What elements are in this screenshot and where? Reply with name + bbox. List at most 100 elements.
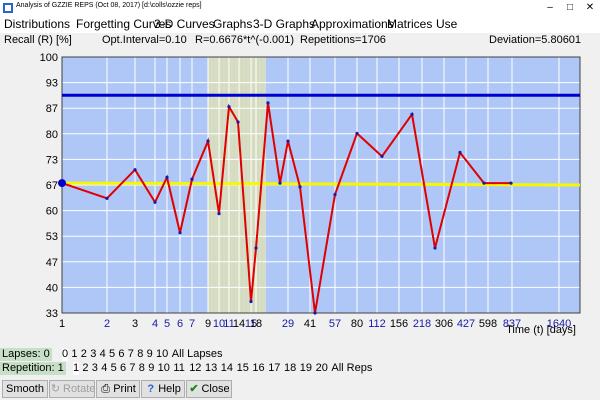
data-point — [227, 105, 231, 109]
repetition-option[interactable]: 18 — [284, 362, 297, 374]
data-point — [217, 212, 221, 216]
data-point — [333, 192, 337, 197]
rotate-button[interactable]: ↻ Rotate — [49, 380, 95, 398]
data-point — [206, 139, 210, 143]
window-title: Analysis of GZZIE REPS (Oct 08, 2017) [d… — [16, 2, 202, 9]
lapses-option[interactable]: 2 — [80, 348, 87, 360]
x-tick-label: 6 — [177, 318, 183, 330]
repetition-option[interactable]: 5 — [110, 362, 117, 374]
repetition-option[interactable]: 13 — [205, 362, 218, 374]
lapses-option[interactable]: 1 — [71, 348, 78, 360]
data-point — [286, 139, 290, 143]
x-tick-label: 156 — [390, 318, 408, 330]
x-tick-label: 1 — [59, 318, 65, 330]
y-tick-label: 60 — [46, 206, 58, 218]
lapses-option[interactable]: All Lapses — [171, 348, 223, 360]
x-tick-label: 837 — [503, 318, 521, 330]
data-point — [266, 101, 270, 105]
y-tick-label: 33 — [46, 308, 58, 320]
data-point — [254, 246, 258, 250]
x-tick-label: 598 — [479, 318, 497, 330]
data-point — [458, 150, 462, 155]
lapses-option[interactable]: 6 — [118, 348, 125, 360]
menu-graphs[interactable]: Graphs — [213, 17, 253, 31]
data-point — [133, 168, 137, 172]
x-tick-label: 11 — [223, 318, 234, 330]
menu-3d-curves[interactable]: 3-D Curves — [154, 17, 215, 31]
data-point — [249, 299, 253, 304]
data-point — [298, 185, 302, 189]
repetition-option[interactable]: 8 — [138, 362, 145, 374]
help-button[interactable]: ? Help — [141, 380, 185, 398]
repetition-option[interactable]: 15 — [236, 362, 249, 374]
data-point — [355, 131, 359, 136]
maximize-button[interactable]: □ — [566, 2, 574, 13]
repetition-label: Repetition: 1 — [0, 362, 66, 375]
menu-approximations[interactable]: Approximations — [311, 17, 394, 31]
data-point — [105, 196, 109, 200]
lapses-option[interactable]: 8 — [137, 348, 144, 360]
data-point — [509, 181, 513, 185]
repetition-option[interactable]: 11 — [173, 362, 185, 374]
repetition-option[interactable]: 17 — [268, 362, 281, 374]
y-tick-label: 40 — [46, 282, 58, 294]
x-tick-label: 18 — [250, 318, 262, 330]
x-tick-label: 4 — [152, 318, 158, 330]
menu-distributions[interactable]: Distributions — [4, 17, 71, 31]
y-tick-label: 87 — [46, 103, 58, 115]
lapses-option[interactable]: 3 — [90, 348, 97, 360]
recall-axis-label: Recall (R) [%] — [4, 34, 72, 46]
x-tick-label: 306 — [435, 318, 453, 330]
repetition-option[interactable]: 16 — [252, 362, 265, 374]
repetition-option[interactable]: 19 — [299, 362, 313, 374]
repetition-option[interactable]: 2 — [82, 362, 89, 374]
lapses-option[interactable]: 7 — [127, 348, 134, 360]
start-point — [58, 179, 66, 188]
help-icon: ? — [147, 383, 155, 395]
y-tick-label: 100 — [40, 52, 58, 64]
menu-3d-graphs[interactable]: 3-D Graphs — [253, 17, 316, 31]
data-point — [178, 231, 182, 235]
lapses-option[interactable]: 10 — [156, 348, 169, 360]
data-point — [278, 181, 282, 185]
lapses-label: Lapses: 0 — [0, 348, 52, 361]
x-tick-label: 218 — [413, 318, 431, 330]
repetition-row: Repetition: 1 1 2 3 4 5 6 7 8 9 10 11 12 13 14 15 16 17 1… — [0, 362, 600, 376]
rotate-icon: ↻ — [50, 383, 61, 395]
repetition-option[interactable]: 1 — [73, 362, 80, 375]
close-button[interactable]: ✔ Close — [186, 380, 232, 398]
x-tick-label: 14 — [233, 318, 245, 330]
x-tick-label: 427 — [457, 318, 475, 330]
repetition-option[interactable]: 9 — [148, 362, 155, 374]
x-tick-label: 15 — [245, 318, 257, 330]
repetition-option[interactable]: 14 — [220, 362, 234, 374]
x-tick-label: 9 — [205, 318, 211, 330]
lapses-option[interactable]: 5 — [109, 348, 116, 360]
lapses-option[interactable]: 4 — [99, 348, 106, 360]
repetition-option[interactable]: 7 — [129, 362, 136, 374]
minimize-button[interactable]: – — [547, 2, 553, 13]
repetition-option[interactable]: 10 — [157, 362, 170, 374]
y-tick-label: 47 — [46, 257, 58, 269]
lapses-option[interactable]: 9 — [146, 348, 153, 360]
repetition-option[interactable]: 12 — [189, 362, 202, 374]
smooth-button[interactable]: Smooth — [2, 380, 48, 398]
button-bar: Smooth ↻ Rotate ⎙ Print ? Help ✔ Close — [0, 378, 600, 400]
repetition-option[interactable]: 3 — [91, 362, 98, 374]
data-point — [190, 177, 194, 181]
menu-forgetting-curves[interactable]: Forgetting Curves — [76, 17, 172, 31]
close-window-button[interactable]: ✕ — [585, 2, 595, 13]
menu-matrices[interactable]: Matrices — [387, 17, 433, 31]
repetition-option[interactable]: 6 — [120, 362, 127, 374]
print-button[interactable]: ⎙ Print — [96, 380, 140, 398]
menu-use[interactable]: Use — [436, 17, 458, 31]
repetition-option[interactable]: All Reps — [331, 362, 373, 374]
x-tick-label: 41 — [304, 318, 316, 330]
x-tick-label: 7 — [189, 318, 195, 330]
repetition-option[interactable]: 20 — [315, 362, 328, 374]
repetition-option[interactable]: 4 — [101, 362, 108, 374]
lapses-option[interactable]: 0 — [62, 348, 69, 361]
x-tick-label: 80 — [351, 318, 363, 330]
